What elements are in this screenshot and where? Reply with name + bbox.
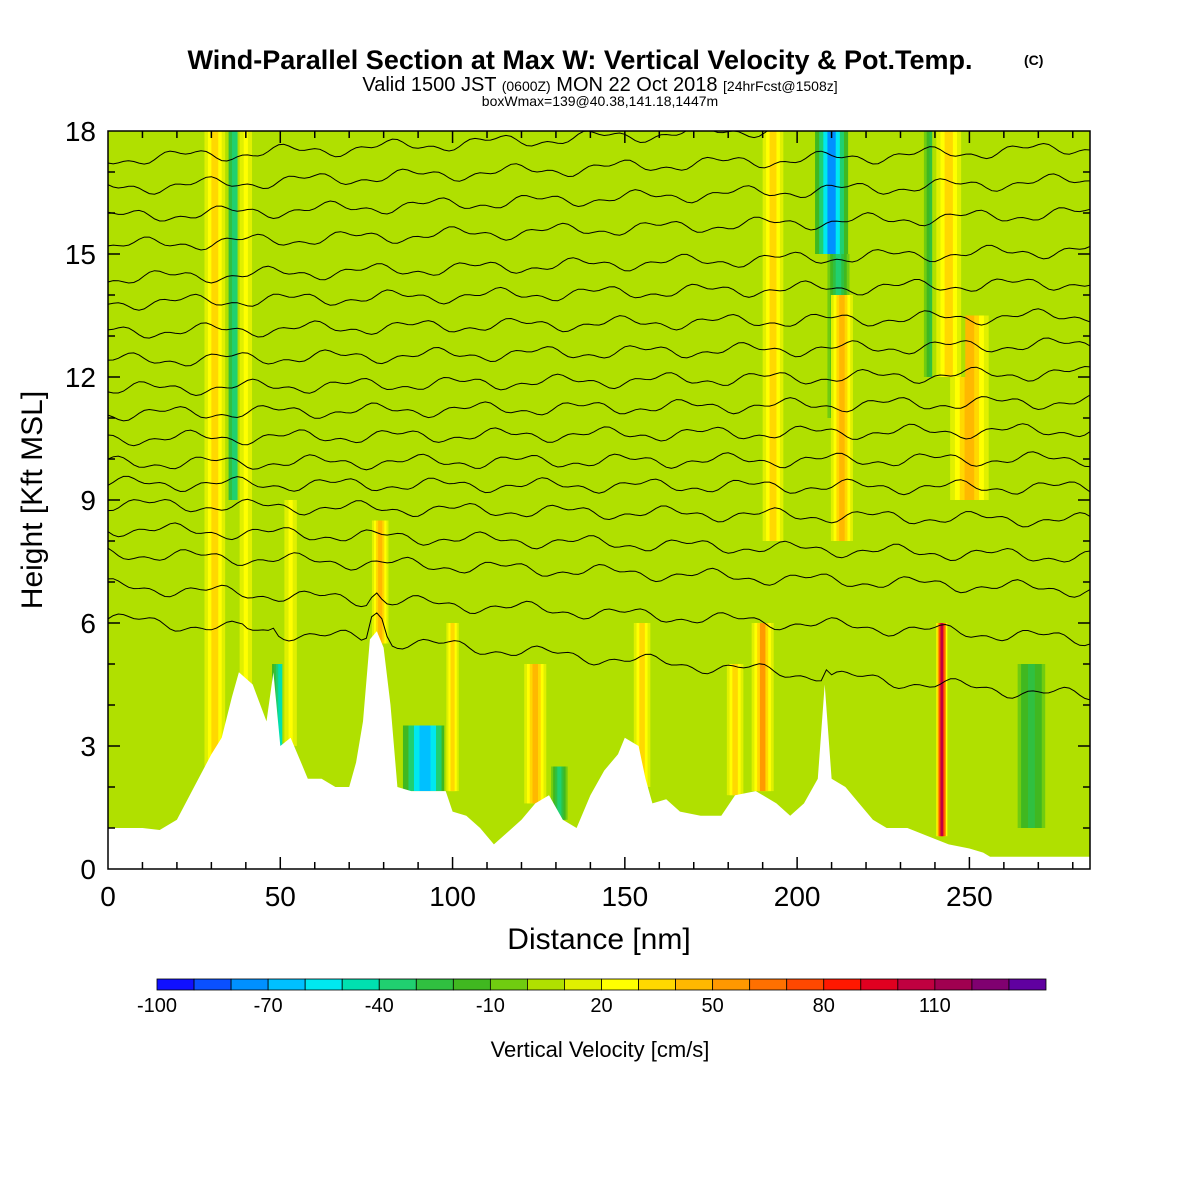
- x-tick-label: 50: [265, 881, 296, 912]
- x-tick-label: 100: [429, 881, 476, 912]
- theta-contour-7: [108, 423, 1090, 447]
- x-tick-label: 250: [946, 881, 993, 912]
- colorbar-swatch: [971, 978, 1010, 991]
- colorbar-swatch: [156, 978, 195, 991]
- updraft-column-1-band-1: [243, 131, 248, 685]
- updraft-column-7-band-1: [732, 664, 738, 796]
- downdraft-column-3-band-1: [557, 766, 562, 820]
- colorbar: -100 -70 -40 -10 20 50 80 110: [137, 978, 1047, 1017]
- colorbar-swatch: [267, 978, 306, 991]
- updraft-column-3-band-1: [378, 520, 383, 644]
- y-tick-label: 15: [65, 239, 96, 270]
- colorbar-swatch: [489, 978, 528, 991]
- colorbar-swatch: [601, 978, 639, 991]
- y-tick-label: 0: [80, 854, 96, 885]
- y-tick-label: 18: [65, 116, 96, 147]
- theta-contour-4: [108, 498, 1090, 528]
- theta-contours: [108, 131, 1090, 701]
- colorbar-swatch: [675, 978, 714, 991]
- theta-contour-15: [108, 173, 1090, 222]
- x-axis: 0 50 100 150 200 250: [100, 131, 1074, 912]
- updraft-column-11-band-1: [940, 623, 944, 837]
- x-tick-label: 150: [601, 881, 648, 912]
- theta-contour-6: [108, 451, 1090, 471]
- colorbar-swatch: [415, 978, 454, 991]
- theta-contour-16: [108, 142, 1090, 195]
- updraft-column-8-band-1: [759, 623, 766, 792]
- theta-contour-0: [108, 612, 1090, 701]
- x-axis-label: Distance [nm]: [507, 923, 690, 956]
- colorbar-tick-label: 110: [919, 995, 951, 1017]
- plot-area: [108, 131, 1090, 869]
- chart-subtitle: Valid 1500 JST (0600Z) MON 22 Oct 2018 […: [362, 74, 837, 96]
- colorbar-swatch: [527, 978, 565, 991]
- colorbar-swatch: [341, 978, 380, 991]
- colorbar-swatch: [786, 978, 825, 991]
- y-axis-label: Height [Kft MSL]: [16, 391, 49, 609]
- colorbar-swatch: [749, 978, 788, 991]
- downdraft-column-2-band-1: [419, 725, 431, 792]
- colorbar-swatch: [378, 978, 417, 991]
- updraft-column-2-band-1: [288, 500, 293, 746]
- updraft-column-5-band-1: [532, 664, 539, 804]
- theta-contour-17: [108, 131, 869, 165]
- chart-subtitle-box: boxWmax=139@40.38,141.18,1447m: [482, 93, 718, 109]
- colorbar-swatch: [193, 978, 232, 991]
- y-tick-label: 12: [65, 362, 96, 393]
- colorbar-tick-label: 20: [590, 995, 612, 1017]
- colorbar-swatch: [934, 978, 973, 991]
- colorbar-swatch: [638, 978, 676, 991]
- x-tick-label: 0: [100, 881, 116, 912]
- theta-contour-11: [108, 308, 1090, 339]
- theta-contour-9: [108, 365, 1090, 397]
- chart-title: Wind-Parallel Section at Max W: Vertical…: [188, 45, 973, 75]
- theta-contour-8: [108, 394, 1090, 422]
- y-tick-label: 3: [80, 731, 96, 762]
- colorbar-title: Vertical Velocity [cm/s]: [491, 1037, 710, 1062]
- updraft-column-12-band-1: [964, 315, 975, 500]
- colorbar-swatch: [860, 978, 899, 991]
- colorbar-tick-label: 80: [813, 995, 835, 1017]
- y-tick-label: 6: [80, 608, 96, 639]
- velocity-field: [201, 131, 1046, 837]
- downdraft-column-1-band-1: [278, 664, 283, 746]
- chart-title-mark: (C): [1024, 52, 1043, 68]
- theta-contour-12: [108, 278, 1090, 311]
- colorbar-tick-label: -70: [254, 995, 283, 1017]
- colorbar-swatch: [304, 978, 343, 991]
- theta-contour-3: [108, 522, 1090, 563]
- colorbar-swatch: [452, 978, 491, 991]
- y-axis: 0 3 6 9 12 15 18: [65, 116, 1090, 885]
- theta-contour-14: [108, 207, 1090, 251]
- downdraft-column-4-band-1: [827, 131, 836, 254]
- colorbar-tick-label: -10: [476, 995, 505, 1017]
- updraft-column-0-band-1: [211, 131, 219, 767]
- theta-contour-2: [108, 547, 1090, 598]
- colorbar-swatch: [897, 978, 936, 991]
- colorbar-tick-label: 50: [702, 995, 724, 1017]
- theta-contour-1: [108, 578, 1090, 647]
- theta-contour-13: [108, 244, 1090, 284]
- updraft-column-13-band-1: [944, 131, 953, 377]
- x-tick-label: 200: [774, 881, 821, 912]
- updraft-column-6-band-1: [639, 623, 645, 787]
- downdraft-column-0-band-1: [232, 131, 239, 500]
- theta-contour-10: [108, 337, 1090, 367]
- colorbar-swatch: [1008, 978, 1047, 991]
- updraft-column-10-band-1: [839, 295, 845, 541]
- colorbar-tick-label: -100: [137, 995, 177, 1017]
- colorbar-tick-label: -40: [365, 995, 394, 1017]
- downdraft-column-7-band-1: [1027, 664, 1035, 828]
- colorbar-swatch: [823, 978, 862, 991]
- y-tick-label: 9: [80, 485, 96, 516]
- theta-contour-5: [108, 475, 1090, 496]
- updraft-column-9-band-1: [769, 131, 777, 541]
- colorbar-swatch: [564, 978, 602, 991]
- terrain: [108, 631, 1090, 869]
- colorbar-swatch: [230, 978, 269, 991]
- colorbar-swatch: [712, 978, 751, 991]
- updraft-column-4-band-1: [450, 623, 455, 792]
